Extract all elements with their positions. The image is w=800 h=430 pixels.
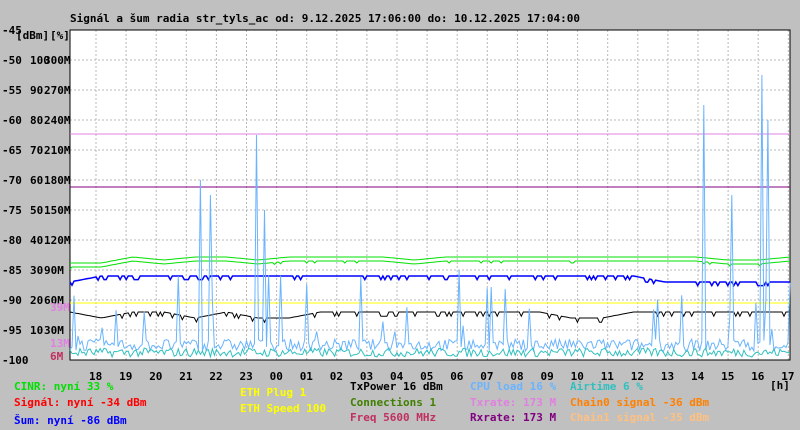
dbm-tick-label: -50: [2, 54, 22, 67]
x-tick-label: 13: [661, 370, 674, 383]
rate-tick-label: 210M: [44, 144, 71, 157]
grid: [69, 29, 791, 361]
percent-tick-label: 70: [30, 144, 43, 157]
x-tick-label: 21: [179, 370, 193, 383]
legend-eth-plug: ETH Plug 1: [240, 386, 307, 399]
cpu-load-line: [69, 74, 791, 353]
x-tick-label: 00: [270, 370, 283, 383]
cinr-upper-line: [70, 256, 791, 264]
legend-signal: Signál: nyní -34 dBm: [14, 396, 147, 409]
plot-area: [70, 30, 790, 360]
dbm-tick-label: -70: [2, 174, 22, 187]
x-tick-label: 01: [300, 370, 314, 383]
percent-tick-label: 20: [30, 294, 43, 307]
legend-eth-speed: ETH Speed 100: [240, 402, 327, 415]
plot-border: [69, 29, 791, 361]
dbm-tick-label: -100: [2, 354, 29, 367]
rate-extra-label: 13M: [50, 337, 70, 350]
dbm-unit-label: [dBm]: [16, 29, 49, 42]
rate-tick-label: 180M: [44, 174, 71, 187]
dbm-tick-label: -75: [2, 204, 22, 217]
legend-noise: Šum: nyní -86 dBm: [14, 414, 127, 427]
dbm-tick-label: -65: [2, 144, 22, 157]
rate-tick-label: 270M: [44, 84, 71, 97]
rate-tick-label: 60M: [44, 294, 64, 307]
percent-unit-label: [%]: [50, 29, 70, 42]
x-tick-label: 05: [420, 370, 433, 383]
rate-tick-label: 90M: [44, 264, 64, 277]
x-tick-label: 11: [601, 370, 615, 383]
legend-txpower: TxPower 16 dBm: [350, 380, 443, 393]
legend-airtime: Airtime 6 %: [570, 380, 643, 393]
cinr-line: [69, 260, 791, 270]
percent-tick-label: 90: [30, 84, 43, 97]
dbm-tick-label: -90: [2, 294, 22, 307]
rate-extra-label: 6M: [50, 350, 64, 363]
chart-title: Signál a šum radia str_tyls_ac od: 9.12.…: [70, 12, 580, 25]
percent-tick-label: 50: [30, 204, 43, 217]
legend-chain0: Chain0 signal -36 dBm: [570, 396, 710, 409]
dbm-tick-label: -80: [2, 234, 22, 247]
x-tick-label: 23: [240, 370, 253, 383]
x-tick-label: 09: [541, 370, 554, 383]
dbm-tick-label: -95: [2, 324, 22, 337]
legend-freq: Freq 5600 MHz: [350, 411, 437, 424]
x-tick-label: 14: [691, 370, 705, 383]
txpower-line: [69, 310, 790, 324]
x-tick-label: 12: [631, 370, 644, 383]
x-tick-label: 03: [360, 370, 373, 383]
legend-rxrate: Rxrate: 173 M: [470, 411, 557, 424]
x-tick-label: 17: [781, 370, 794, 383]
dbm-tick-label: -45: [2, 24, 22, 37]
percent-tick-label: 40: [30, 234, 43, 247]
percent-tick-label: 100: [30, 54, 50, 67]
percent-tick-label: 60: [30, 174, 43, 187]
percent-tick-label: 10: [30, 324, 43, 337]
legend-txrate: Txrate: 173 M: [470, 396, 557, 409]
rate-tick-label: 240M: [44, 114, 71, 127]
series-layer: [69, 74, 791, 359]
axis-labels: -45-50-55-60-65-70-75-80-85-90-95-100100…: [2, 24, 795, 383]
airtime-line: [69, 346, 791, 359]
x-tick-label: 02: [330, 370, 343, 383]
x-tick-label: 22: [209, 370, 222, 383]
rate-extra-label: 39M: [50, 301, 70, 314]
x-tick-label: 15: [721, 370, 734, 383]
rate-tick-label: 30M: [44, 324, 64, 337]
dbm-tick-label: -60: [2, 114, 22, 127]
x-tick-label: 18: [89, 370, 102, 383]
legend-chain1: Chain1 signal -35 dBm: [570, 411, 710, 424]
x-tick-label: 16: [751, 370, 765, 383]
x-tick-label: 04: [390, 370, 404, 383]
percent-tick-label: 80: [30, 114, 43, 127]
dbm-tick-label: -55: [2, 84, 22, 97]
legend-cpu-load: CPU load 16 %: [470, 380, 557, 393]
rate-tick-label: 150M: [44, 204, 71, 217]
x-tick-label: 10: [571, 370, 584, 383]
rate-tick-label: 120M: [44, 234, 71, 247]
noise-line: [69, 274, 790, 288]
x-tick-label: 07: [480, 370, 493, 383]
rate-tick-label: 300M: [44, 54, 71, 67]
legend-cinr: CINR: nyní 33 %: [14, 380, 114, 393]
x-tick-label: 08: [510, 370, 523, 383]
legend-connections: Connections 1: [350, 396, 437, 409]
percent-tick-label: 30: [30, 264, 43, 277]
x-tick-label: 19: [119, 370, 132, 383]
x-axis-unit-label: [h]: [770, 379, 790, 392]
x-tick-label: 20: [149, 370, 162, 383]
dbm-tick-label: -85: [2, 264, 22, 277]
x-tick-label: 06: [450, 370, 464, 383]
